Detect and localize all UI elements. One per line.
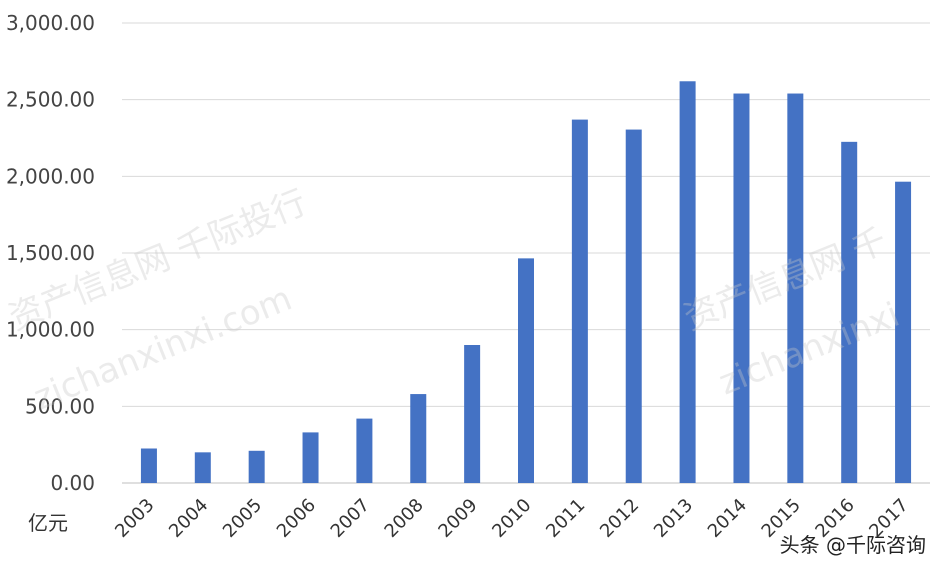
x-tick-label: 2010 <box>488 495 535 542</box>
x-tick-label: 2011 <box>542 495 589 542</box>
bar-2005 <box>248 450 265 483</box>
y-tick-label: 3,000.00 <box>6 11 95 35</box>
x-tick-label: 2013 <box>650 495 697 542</box>
y-tick-label: 500.00 <box>25 394 95 418</box>
x-tick-label: 2007 <box>327 495 374 542</box>
bar-2014 <box>733 93 750 484</box>
bar-2011 <box>571 119 588 483</box>
y-tick-label: 2,000.00 <box>6 164 95 188</box>
bar-2006 <box>302 432 319 483</box>
bar-2008 <box>410 394 427 483</box>
y-axis-ticks: 0.00 500.00 1,000.00 1,500.00 2,000.00 2,500.… <box>6 11 95 495</box>
x-tick-label: 2003 <box>111 495 158 542</box>
x-tick-label: 2014 <box>704 495 751 542</box>
y-tick-label: 1,000.00 <box>6 318 95 342</box>
bar-2009 <box>464 345 481 483</box>
x-tick-label: 2005 <box>219 495 266 542</box>
bars <box>140 81 912 484</box>
y-tick-label: 2,500.00 <box>6 88 95 112</box>
bar-2016 <box>841 141 858 484</box>
bar-2004 <box>194 452 211 483</box>
y-tick-label: 1,500.00 <box>6 241 95 265</box>
source-credit: 头条 @千际咨询 <box>780 533 926 557</box>
bar-2015 <box>787 93 804 484</box>
x-tick-label: 2009 <box>434 495 481 542</box>
x-tick-label: 2004 <box>165 495 212 542</box>
x-tick-label: 2006 <box>273 495 320 542</box>
bar-2012 <box>625 129 642 484</box>
bar-2013 <box>679 81 696 484</box>
bar-2007 <box>356 418 373 483</box>
bar-2003 <box>140 448 157 483</box>
x-tick-label: 2008 <box>381 495 428 542</box>
y-tick-label: 0.00 <box>50 471 95 495</box>
y-axis-unit-label: 亿元 <box>28 511 68 535</box>
x-tick-label: 2012 <box>596 495 643 542</box>
bar-2010 <box>518 258 534 483</box>
bar-2017 <box>895 181 912 483</box>
